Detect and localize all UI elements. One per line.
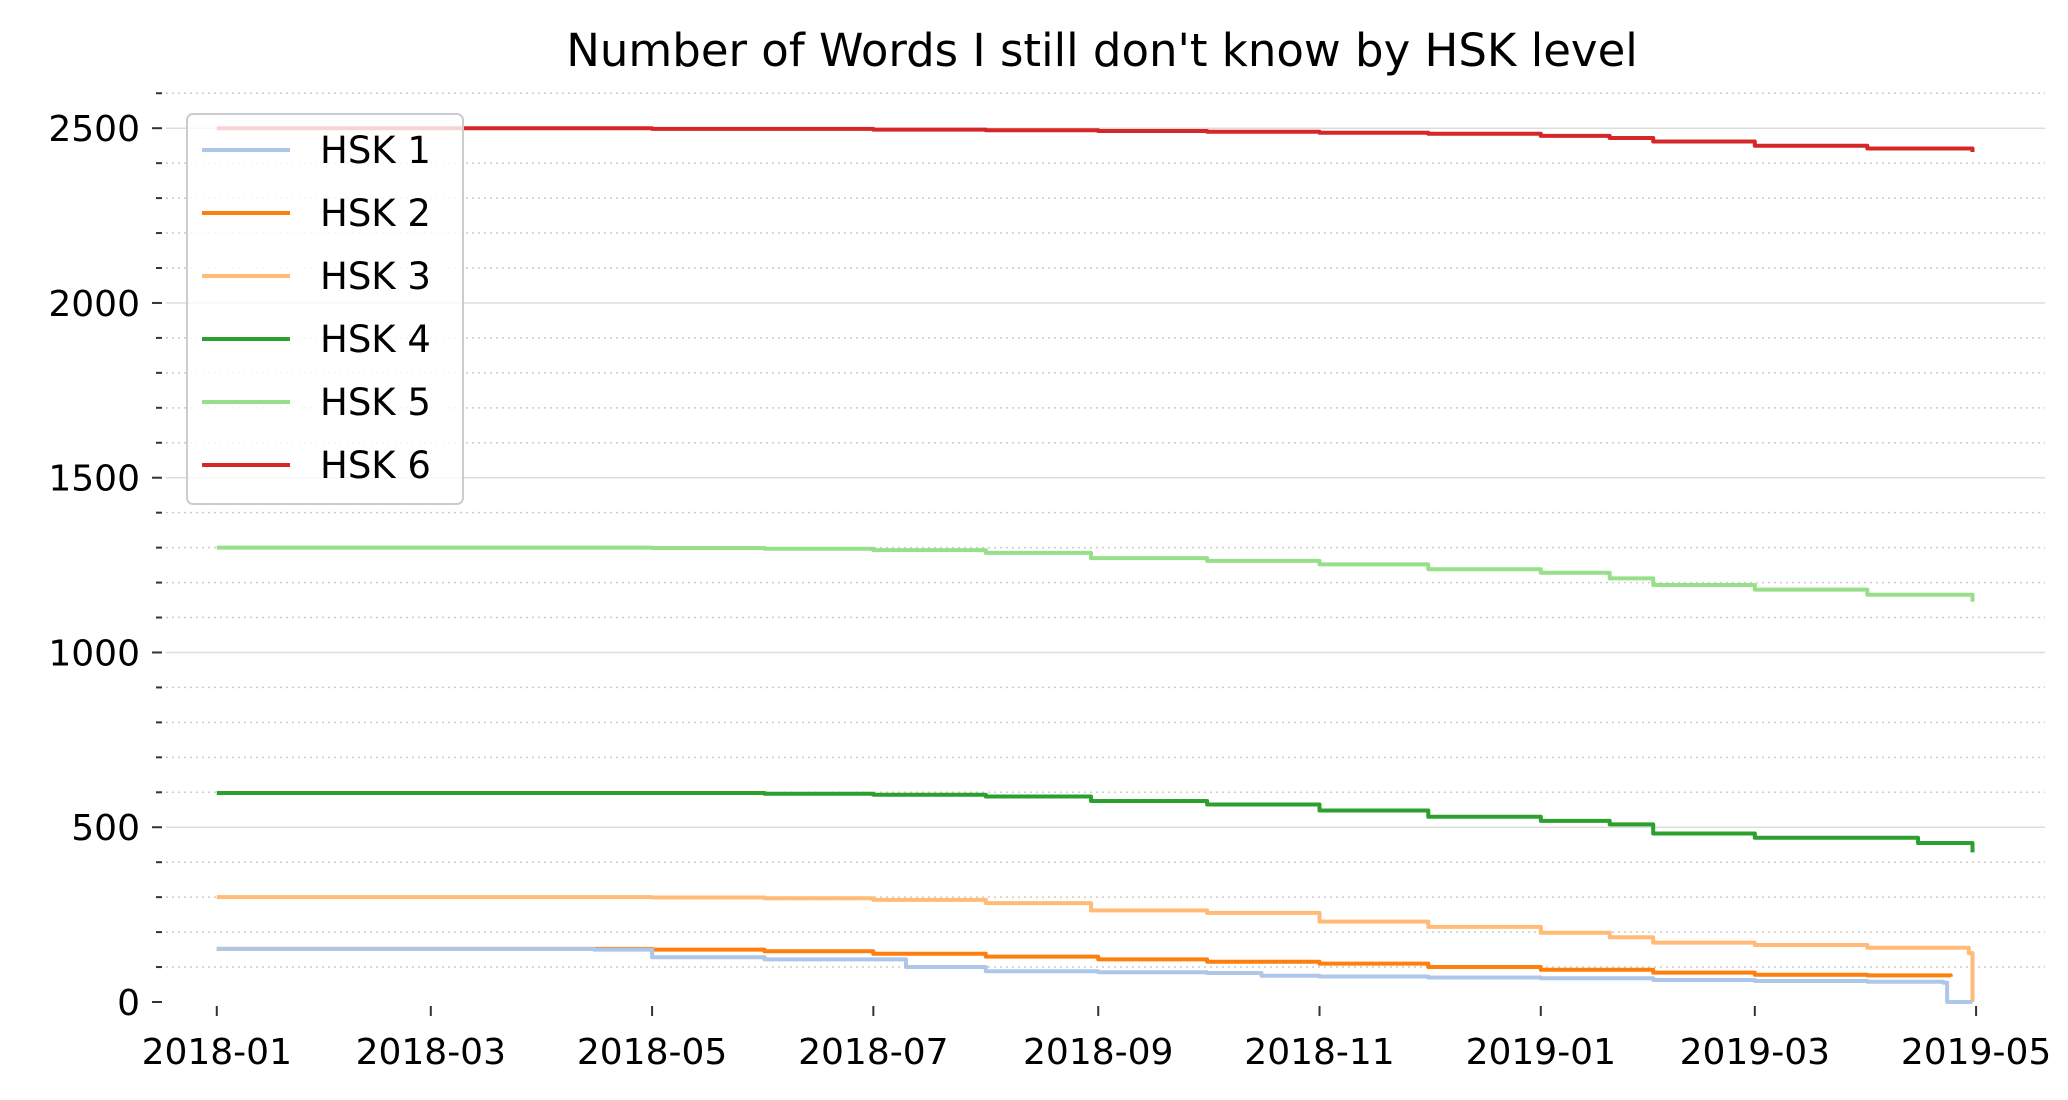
y-tick-label: 500 xyxy=(71,808,140,849)
x-tick-label: 2018-11 xyxy=(1244,1032,1394,1073)
x-tick-label: 2018-05 xyxy=(577,1032,727,1073)
x-tick-label: 2019-03 xyxy=(1680,1032,1830,1073)
x-tick-label: 2019-01 xyxy=(1466,1032,1616,1073)
legend-label: HSK 3 xyxy=(320,255,431,298)
y-tick-label: 2500 xyxy=(48,109,140,150)
legend: HSK 1 HSK 2 HSK 3 HSK 4 HSK 5 HSK 6 xyxy=(186,113,464,505)
x-tick-label: 2018-09 xyxy=(1023,1032,1173,1073)
series-line-hsk-3 xyxy=(216,895,1975,1002)
y-tick-label: 0 xyxy=(117,983,140,1024)
plot-lines xyxy=(216,126,1975,1004)
x-tick-label: 2018-07 xyxy=(798,1032,948,1073)
series-line-hsk-6 xyxy=(216,126,1975,152)
series-line-hsk-5 xyxy=(216,545,1975,602)
legend-label: HSK 2 xyxy=(320,192,431,235)
legend-label: HSK 6 xyxy=(320,444,431,487)
x-tick-label: 2019-05 xyxy=(1901,1032,2051,1073)
series-line-hsk-4 xyxy=(216,791,1975,853)
series-line-hsk-2 xyxy=(216,946,1953,978)
x-tick-label: 2018-03 xyxy=(356,1032,506,1073)
legend-label: HSK 1 xyxy=(320,129,431,172)
y-tick-label: 2000 xyxy=(48,284,140,325)
axes: 0 500 1000 1500 2000 2500 2018-01 2018-03 2018-0… xyxy=(48,92,2051,1073)
legend-label: HSK 5 xyxy=(320,381,431,424)
series-line-hsk-1 xyxy=(216,946,1973,1004)
legend-label: HSK 4 xyxy=(320,318,431,361)
x-tick-label: 2018-01 xyxy=(142,1032,292,1073)
y-tick-label: 1000 xyxy=(48,633,140,674)
y-tick-label: 1500 xyxy=(48,459,140,500)
chart-title: Number of Words I still don't know by HS… xyxy=(566,24,1638,77)
